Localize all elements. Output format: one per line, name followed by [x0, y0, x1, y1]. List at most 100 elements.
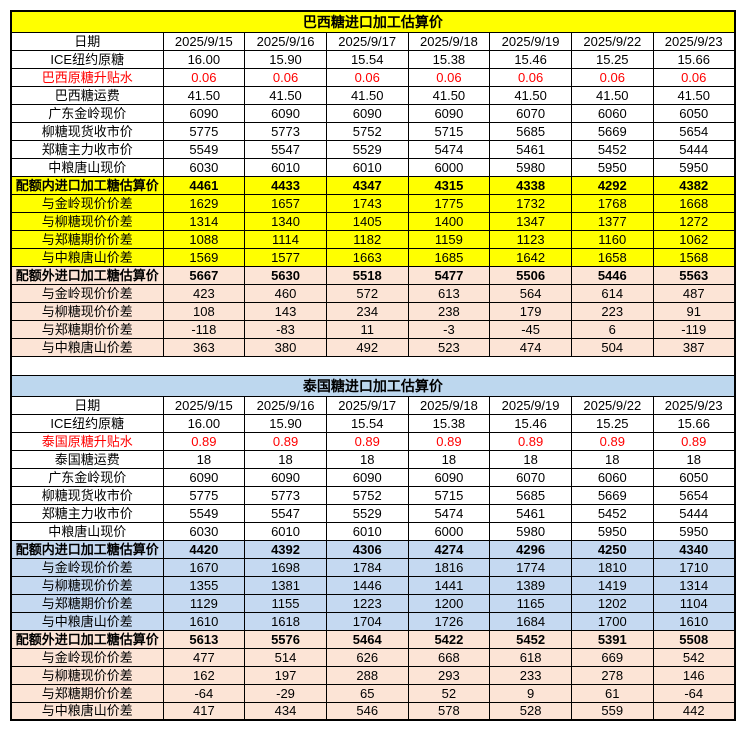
- table-row: 与金岭现价价差 477 514 626 668 618 669 542: [10, 647, 736, 667]
- value-cell: -118: [162, 319, 246, 339]
- table-row: 与中粮唐山价差 363 380 492 523 474 504 387: [10, 337, 736, 357]
- value-cell: 5446: [570, 265, 654, 285]
- value-cell: 1816: [407, 557, 491, 577]
- value-cell: 4347: [325, 175, 409, 195]
- value-cell: 1182: [325, 229, 409, 249]
- value-cell: 18: [244, 449, 327, 469]
- value-cell: 162: [162, 665, 246, 685]
- value-cell: 1726: [407, 611, 491, 631]
- value-cell: 9: [489, 683, 572, 703]
- value-cell: 487: [652, 283, 736, 303]
- value-cell: 41.50: [489, 85, 572, 105]
- row-label: 与郑糖期价价差: [10, 319, 164, 339]
- value-cell: 0.06: [162, 67, 246, 87]
- row-label: 与柳糖现价价差: [10, 301, 164, 321]
- value-cell: -64: [162, 683, 246, 703]
- value-cell: 1155: [244, 593, 327, 613]
- row-label: 与金岭现价价差: [10, 647, 164, 667]
- value-cell: 5775: [162, 485, 246, 505]
- table-row: ICE纽约原糖 16.00 15.90 15.54 15.38 15.46 15.25 15.…: [10, 413, 736, 433]
- row-label: 与金岭现价价差: [10, 283, 164, 303]
- value-cell: 5980: [489, 521, 572, 541]
- value-cell: 15.25: [570, 413, 654, 433]
- table-row: 与柳糖现价价差 108 143 234 238 179 223 91: [10, 301, 736, 321]
- value-cell: 6000: [407, 521, 491, 541]
- value-cell: 5775: [162, 121, 246, 141]
- value-cell: 4461: [162, 175, 246, 195]
- value-cell: 1314: [652, 575, 736, 595]
- value-cell: 1569: [162, 247, 246, 267]
- value-cell: 0.89: [570, 431, 654, 451]
- value-cell: 0.06: [652, 67, 736, 87]
- value-cell: 5950: [570, 521, 654, 541]
- row-label: 泰国糖运费: [10, 449, 164, 469]
- value-cell: 0.89: [407, 431, 491, 451]
- value-cell: 0.89: [162, 431, 246, 451]
- value-cell: 15.54: [325, 413, 409, 433]
- value-cell: 6090: [325, 103, 409, 123]
- value-cell: 5669: [570, 121, 654, 141]
- date-cell: 2025/9/17: [325, 395, 409, 415]
- value-cell: 1160: [570, 229, 654, 249]
- value-cell: 1670: [162, 557, 246, 577]
- value-cell: 578: [407, 701, 491, 721]
- value-cell: 1577: [244, 247, 327, 267]
- value-cell: 5613: [162, 629, 246, 649]
- value-cell: 1062: [652, 229, 736, 249]
- value-cell: 1114: [244, 229, 327, 249]
- value-cell: 41.50: [407, 85, 491, 105]
- value-cell: 1377: [570, 211, 654, 231]
- value-cell: 1784: [325, 557, 409, 577]
- sugar-price-spreadsheet: 巴西糖进口加工估算价 日期 2025/9/15 2025/9/16 2025/9/17 2…: [10, 10, 736, 721]
- row-label: 广东金岭现价: [10, 103, 164, 123]
- value-cell: 15.38: [407, 49, 491, 69]
- value-cell: 5654: [652, 485, 736, 505]
- value-cell: 0.06: [489, 67, 572, 87]
- value-cell: 4315: [407, 175, 491, 195]
- value-cell: 1347: [489, 211, 572, 231]
- value-cell: 1610: [652, 611, 736, 631]
- row-label: 与中粮唐山价差: [10, 337, 164, 357]
- value-cell: 278: [570, 665, 654, 685]
- value-cell: 5444: [652, 503, 736, 523]
- value-cell: 1568: [652, 247, 736, 267]
- value-cell: 6000: [407, 157, 491, 177]
- value-cell: 626: [325, 647, 409, 667]
- value-cell: 1610: [162, 611, 246, 631]
- value-cell: 6: [570, 319, 654, 339]
- value-cell: 5477: [407, 265, 491, 285]
- value-cell: 293: [407, 665, 491, 685]
- row-label: 与金岭现价价差: [10, 557, 164, 577]
- row-label: 配额内进口加工糖估算价: [10, 539, 164, 559]
- value-cell: -83: [244, 319, 327, 339]
- row-label: 与中粮唐山价差: [10, 247, 164, 267]
- table-row: 中粮唐山现价 6030 6010 6010 6000 5980 5950 5950: [10, 521, 736, 541]
- value-cell: 6060: [570, 103, 654, 123]
- table-row: 广东金岭现价 6090 6090 6090 6090 6070 6060 6050: [10, 467, 736, 487]
- value-cell: 5685: [489, 485, 572, 505]
- value-cell: 5630: [244, 265, 327, 285]
- value-cell: 1202: [570, 593, 654, 613]
- table-row: 与金岭现价价差 1670 1698 1784 1816 1774 1810 1710: [10, 557, 736, 577]
- table-row: 与金岭现价价差 1629 1657 1743 1775 1732 1768 1668: [10, 193, 736, 213]
- value-cell: 1123: [489, 229, 572, 249]
- value-cell: 1272: [652, 211, 736, 231]
- row-label: 与柳糖现价价差: [10, 665, 164, 685]
- value-cell: 41.50: [652, 85, 736, 105]
- value-cell: 18: [162, 449, 246, 469]
- value-cell: 613: [407, 283, 491, 303]
- value-cell: 380: [244, 337, 327, 357]
- value-cell: 6090: [162, 467, 246, 487]
- value-cell: 5474: [407, 139, 491, 159]
- value-cell: -29: [244, 683, 327, 703]
- table-row: 与柳糖现价价差 1314 1340 1405 1400 1347 1377 1272: [10, 211, 736, 231]
- table-row: 广东金岭现价 6090 6090 6090 6090 6070 6060 6050: [10, 103, 736, 123]
- value-cell: 6070: [489, 467, 572, 487]
- value-cell: 16.00: [162, 49, 246, 69]
- table-row: 郑糖主力收市价 5549 5547 5529 5474 5461 5452 5444: [10, 503, 736, 523]
- value-cell: 1104: [652, 593, 736, 613]
- row-label: 中粮唐山现价: [10, 157, 164, 177]
- value-cell: 4250: [570, 539, 654, 559]
- row-label: 与金岭现价价差: [10, 193, 164, 213]
- value-cell: 41.50: [244, 85, 327, 105]
